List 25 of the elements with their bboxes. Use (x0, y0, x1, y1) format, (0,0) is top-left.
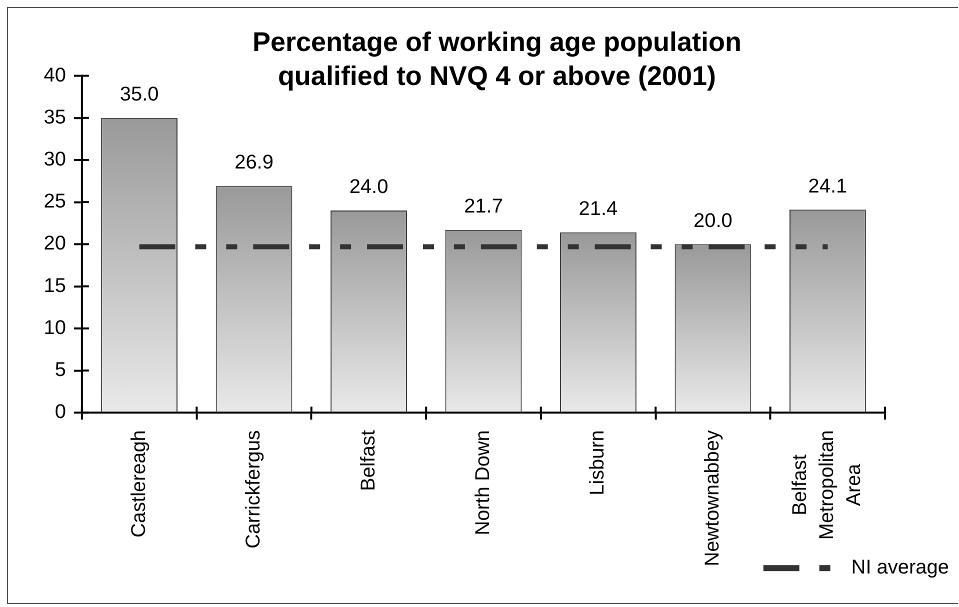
y-tick-label: 35 (44, 106, 66, 128)
y-tick-label: 25 (44, 190, 66, 213)
x-tick-label: North Down (472, 430, 494, 536)
data-label: 35.0 (120, 83, 159, 106)
data-label: 21.4 (578, 198, 618, 220)
y-tick-label: 20 (44, 232, 66, 255)
x-tick-label: Belfast (357, 430, 380, 491)
data-label: 24.0 (349, 176, 388, 198)
y-tick-label: 15 (44, 274, 66, 297)
data-label: 24.1 (808, 175, 848, 198)
y-tick-label: 0 (54, 401, 66, 424)
y-tick-label: 5 (54, 359, 66, 382)
y-tick-label: 40 (44, 64, 66, 86)
data-label: 21.7 (464, 195, 503, 218)
data-label: 20.0 (694, 210, 732, 232)
x-tick-label: Belfast Metropolitan Area (789, 430, 866, 540)
y-tick-label: 30 (44, 148, 66, 170)
data-label: 26.9 (234, 152, 274, 174)
x-tick-label: Castlereagh (128, 430, 150, 538)
legend-label: NI average (851, 556, 949, 579)
y-tick-label: 10 (44, 316, 66, 339)
x-tick-label: Newtownabbey (701, 430, 724, 566)
chart-title: Percentage of working age population qualified to NVQ 4 or above (2001) (251, 26, 743, 93)
x-tick-label: Carrickfergus (242, 430, 265, 549)
x-tick-label: Lisburn (586, 430, 609, 496)
